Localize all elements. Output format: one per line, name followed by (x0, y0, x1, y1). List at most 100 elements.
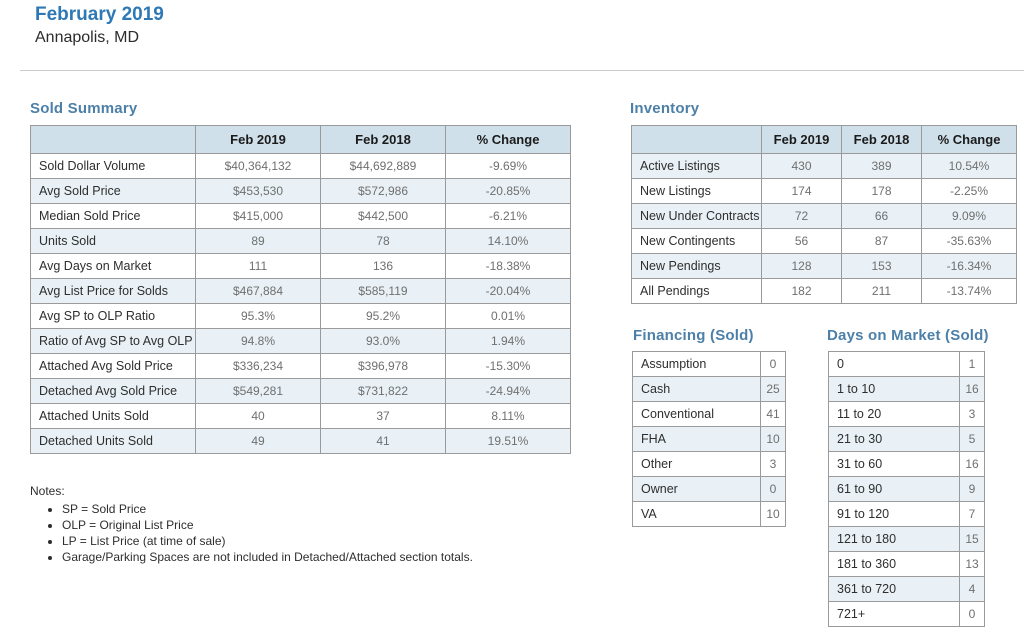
row-value: -20.04% (445, 278, 571, 304)
table-row: 361 to 720 4 (828, 576, 985, 602)
table-row: 181 to 360 13 (828, 551, 985, 577)
row-label: Median Sold Price (30, 203, 196, 229)
row-label: Cash (632, 376, 761, 402)
note-item: SP = Sold Price (62, 502, 473, 517)
row-label: Sold Dollar Volume (30, 153, 196, 179)
row-label: 11 to 20 (828, 401, 960, 427)
row-value: -18.38% (445, 253, 571, 279)
row-value: 16 (959, 376, 985, 402)
sold-summary-table: Feb 2019 Feb 2018 % Change Sold Dollar V… (30, 125, 571, 454)
row-label: Active Listings (631, 153, 762, 179)
row-value: -35.63% (921, 228, 1017, 254)
row-value: 0 (760, 476, 786, 502)
row-value: $549,281 (195, 378, 321, 404)
column-header-feb2019: Feb 2019 (761, 125, 842, 154)
row-value: $336,234 (195, 353, 321, 379)
inventory-header-row: Feb 2019 Feb 2018 % Change (631, 125, 1017, 154)
table-row: Ratio of Avg SP to Avg OLP 94.8% 93.0% 1.94… (30, 328, 571, 354)
table-row: 121 to 180 15 (828, 526, 985, 552)
column-header-change: % Change (921, 125, 1017, 154)
row-value: 25 (760, 376, 786, 402)
row-label: 0 (828, 351, 960, 377)
inventory-table: Feb 2019 Feb 2018 % Change Active Listin… (631, 125, 1017, 304)
row-value: 4 (959, 576, 985, 602)
table-row: Sold Dollar Volume $40,364,132 $44,692,889… (30, 153, 571, 179)
table-row: All Pendings 182 211 -13.74% (631, 278, 1017, 304)
row-value: $415,000 (195, 203, 321, 229)
notes: Notes: SP = Sold PriceOLP = Original Lis… (30, 484, 473, 566)
row-value: 49 (195, 428, 321, 454)
row-value: 87 (841, 228, 922, 254)
row-value: $731,822 (320, 378, 446, 404)
note-item: LP = List Price (at time of sale) (62, 534, 473, 549)
row-value: $467,884 (195, 278, 321, 304)
sold-summary-heading: Sold Summary (30, 100, 138, 117)
row-value: -24.94% (445, 378, 571, 404)
row-value: 8.11% (445, 403, 571, 429)
table-row: 91 to 120 7 (828, 501, 985, 527)
row-label: Avg SP to OLP Ratio (30, 303, 196, 329)
row-label: Attached Avg Sold Price (30, 353, 196, 379)
row-label: New Contingents (631, 228, 762, 254)
row-value: 16 (959, 451, 985, 477)
table-row: Conventional 41 (632, 401, 786, 427)
row-value: $572,986 (320, 178, 446, 204)
table-row: New Contingents 56 87 -35.63% (631, 228, 1017, 254)
row-value: 9 (959, 476, 985, 502)
row-value: 10.54% (921, 153, 1017, 179)
table-row: 1 to 10 16 (828, 376, 985, 402)
row-value: 1.94% (445, 328, 571, 354)
table-row: New Under Contracts 72 66 9.09% (631, 203, 1017, 229)
row-label: New Under Contracts (631, 203, 762, 229)
row-label: Attached Units Sold (30, 403, 196, 429)
row-label: VA (632, 501, 761, 527)
row-value: 3 (959, 401, 985, 427)
table-row: New Pendings 128 153 -16.34% (631, 253, 1017, 279)
row-value: 430 (761, 153, 842, 179)
table-row: 31 to 60 16 (828, 451, 985, 477)
table-row: Avg SP to OLP Ratio 95.3% 95.2% 0.01% (30, 303, 571, 329)
row-label: Detached Units Sold (30, 428, 196, 454)
sold-summary-header-row: Feb 2019 Feb 2018 % Change (30, 125, 571, 154)
page-title: February 2019 (35, 4, 164, 25)
row-value: 19.51% (445, 428, 571, 454)
row-value: 211 (841, 278, 922, 304)
table-row: New Listings 174 178 -2.25% (631, 178, 1017, 204)
row-value: -2.25% (921, 178, 1017, 204)
table-row: Owner 0 (632, 476, 786, 502)
column-header-feb2019: Feb 2019 (195, 125, 321, 154)
row-value: -15.30% (445, 353, 571, 379)
row-value: -16.34% (921, 253, 1017, 279)
row-value: 89 (195, 228, 321, 254)
column-header-blank (631, 125, 762, 154)
table-row: Active Listings 430 389 10.54% (631, 153, 1017, 179)
row-label: 21 to 30 (828, 426, 960, 452)
table-row: Detached Units Sold 49 41 19.51% (30, 428, 571, 454)
row-label: New Listings (631, 178, 762, 204)
row-label: Avg List Price for Solds (30, 278, 196, 304)
days-on-market-heading: Days on Market (Sold) (827, 327, 989, 344)
row-value: 95.3% (195, 303, 321, 329)
table-row: Median Sold Price $415,000 $442,500 -6.21% (30, 203, 571, 229)
row-value: 7 (959, 501, 985, 527)
table-row: Other 3 (632, 451, 786, 477)
row-value: 41 (760, 401, 786, 427)
row-value: 40 (195, 403, 321, 429)
row-label: 121 to 180 (828, 526, 960, 552)
row-value: -13.74% (921, 278, 1017, 304)
row-label: 721+ (828, 601, 960, 627)
row-value: 178 (841, 178, 922, 204)
row-value: 182 (761, 278, 842, 304)
table-row: VA 10 (632, 501, 786, 527)
column-header-change: % Change (445, 125, 571, 154)
financing-heading: Financing (Sold) (633, 327, 754, 344)
row-label: 1 to 10 (828, 376, 960, 402)
row-label: Ratio of Avg SP to Avg OLP (30, 328, 196, 354)
row-value: 14.10% (445, 228, 571, 254)
row-value: 0.01% (445, 303, 571, 329)
table-row: 721+ 0 (828, 601, 985, 627)
row-value: $453,530 (195, 178, 321, 204)
row-label: Owner (632, 476, 761, 502)
row-value: 78 (320, 228, 446, 254)
row-value: 66 (841, 203, 922, 229)
